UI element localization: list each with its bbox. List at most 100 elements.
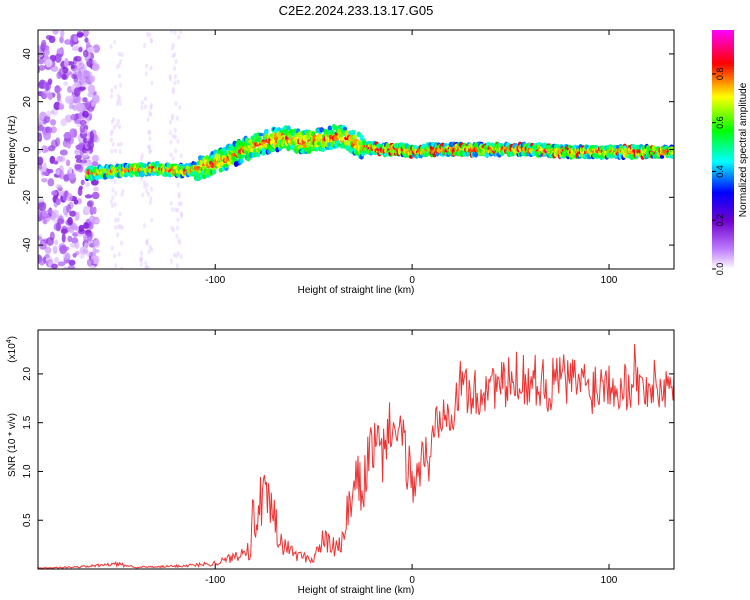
spectrogram-ridge-blob: [344, 140, 349, 147]
spectrogram-faint-blob: [149, 38, 153, 44]
spectrogram-noise-blob: [74, 154, 83, 160]
spectrogram-x-tick-label: 100: [601, 275, 618, 286]
spectrogram-noise-blob: [60, 30, 65, 38]
spectrogram-noise-blob: [45, 34, 53, 40]
spectrogram-faint-blob: [171, 155, 175, 161]
spectrogram-noise-blob: [56, 91, 61, 102]
spectrogram-faint-blob: [110, 88, 114, 94]
spectrogram-faint-blob: [140, 100, 144, 106]
spectrogram-faint-blob: [178, 240, 182, 246]
spectrogram-faint-blob: [111, 187, 115, 193]
spectrogram-ridge-blob: [264, 128, 269, 134]
spectrogram-ridge-blob: [192, 161, 197, 166]
spectrogram-noise-blob: [52, 30, 59, 35]
spectrogram-faint-blob: [174, 59, 178, 65]
spectrogram-noise-blob: [42, 210, 48, 218]
spectrogram-noise-blob: [54, 87, 62, 92]
spectrogram-noise-blob: [44, 115, 51, 124]
spectrogram-faint-blob: [118, 124, 122, 130]
spectrogram-noise-blob: [47, 145, 56, 152]
spectrogram-faint-blob: [174, 101, 178, 107]
spectrogram-noise-blob: [78, 62, 85, 69]
spectrogram-faint-blob: [146, 117, 150, 123]
spectrogram-faint-blob: [179, 153, 183, 159]
spectrogram-faint-blob: [145, 264, 149, 269]
spectrogram-noise-blob: [91, 94, 100, 104]
snr-ticks: -100 0 100 0.5 1.0 1.5 2.0: [22, 330, 674, 586]
spectrogram-noise-blob: [64, 131, 71, 139]
spectrogram-noise-blob: [50, 110, 55, 115]
spectrogram-noise-blob: [85, 181, 90, 188]
spectrogram-faint-blob: [168, 119, 172, 125]
spectrogram-faint-blob: [171, 113, 175, 119]
spectrogram-noise-blob: [47, 78, 53, 85]
spectrogram-faint-blob: [110, 245, 114, 251]
spectrogram-noise-blob: [42, 219, 47, 224]
spectrogram-noise-blob: [54, 256, 60, 264]
spectrogram-faint-blob: [149, 196, 153, 202]
colorbar-label: Normalized spectral amplitude: [738, 82, 749, 217]
spectrogram-noise-blob: [89, 215, 96, 223]
snr-y-tick-label: 0.5: [22, 513, 33, 527]
spectrogram-noise-blob: [74, 119, 82, 124]
spectrogram-noise-blob: [82, 82, 88, 88]
spectrogram-ridge-blob: [240, 153, 246, 159]
spectrogram-ridge-blob: [261, 150, 266, 156]
spectrogram-noise-blob: [65, 159, 71, 167]
spectrogram-noise-blob: [38, 58, 44, 65]
spectrogram-faint-blob: [147, 130, 151, 136]
spectrogram-noise-blob: [41, 39, 47, 49]
spectrogram-faint-blob: [145, 182, 149, 188]
spectrogram-noise-blob: [45, 58, 53, 68]
spectrogram-faint-blob: [139, 176, 143, 182]
spectrogram-noise-blob: [59, 149, 68, 156]
spectrogram-faint-blob: [111, 142, 115, 148]
spectrogram-faint-blob: [147, 249, 151, 255]
colorbar-tick-label: 0.0: [715, 263, 725, 276]
spectrogram-faint-blob: [110, 93, 114, 99]
spectrogram-faint-blob: [148, 32, 152, 38]
spectrogram-noise-blob: [43, 130, 51, 141]
spectrogram-noise-blob: [73, 225, 81, 231]
spectrogram-ridge-blob: [214, 153, 219, 158]
spectrogram-faint-blob: [112, 253, 116, 259]
spectrogram-noise-blob: [57, 261, 66, 267]
spectrogram-faint-blob: [114, 84, 118, 90]
spectrogram-ridge-blob: [670, 154, 674, 159]
spectrogram-ridge-blob: [340, 136, 345, 141]
spectrogram-ridge-blob: [330, 129, 335, 136]
spectrogram-noise-blob: [84, 194, 93, 199]
spectrogram-faint-blob: [116, 217, 120, 223]
spectrogram-noise-blob: [79, 119, 87, 126]
spectrogram-y-tick-label: 20: [22, 96, 33, 108]
spectrogram-noise-blob: [38, 236, 43, 241]
spectrogram-faint-blob: [116, 232, 120, 238]
spectrogram-noise-blob: [93, 239, 101, 248]
spectrogram-faint-blob: [169, 152, 173, 158]
spectrogram-x-label: Height of straight line (km): [298, 285, 415, 296]
spectrogram-noise-blob: [66, 192, 73, 202]
spectrogram-noise-blob: [71, 237, 79, 244]
spectrogram-ridge-blob: [659, 155, 665, 159]
spectrogram-noise-blob: [69, 128, 77, 138]
spectrogram-panel: -100 0 100 -40 -20 0 20 40 Height of straight l…: [7, 29, 675, 296]
spectrogram-noise-blob: [86, 232, 92, 237]
spectrogram-ridge-blob: [276, 127, 282, 132]
spectrogram-faint-blob: [118, 51, 122, 57]
spectrogram-noise-blob: [74, 148, 80, 156]
colorbar-tick-label: 0.4: [715, 165, 725, 178]
spectrogram-noise-blob: [78, 86, 86, 91]
spectrogram-noise-blob: [86, 258, 94, 267]
spectrogram-noise-blob: [83, 222, 89, 229]
spectrogram-faint-blob: [148, 144, 152, 150]
spectrogram-noise-blob: [38, 124, 44, 132]
snr-y-tick-label: 1.0: [22, 464, 33, 478]
spectrogram-faint-blob: [113, 201, 117, 207]
spectrogram-noise-blob: [58, 67, 64, 78]
spectrogram-noise-blob: [68, 259, 76, 266]
spectrogram-faint-blob: [140, 256, 144, 262]
spectrogram-faint-blob: [148, 149, 152, 155]
spectrogram-heat-layer: [38, 30, 674, 269]
spectrogram-y-tick-label: -20: [22, 190, 33, 205]
spectrogram-noise-blob: [67, 136, 75, 145]
